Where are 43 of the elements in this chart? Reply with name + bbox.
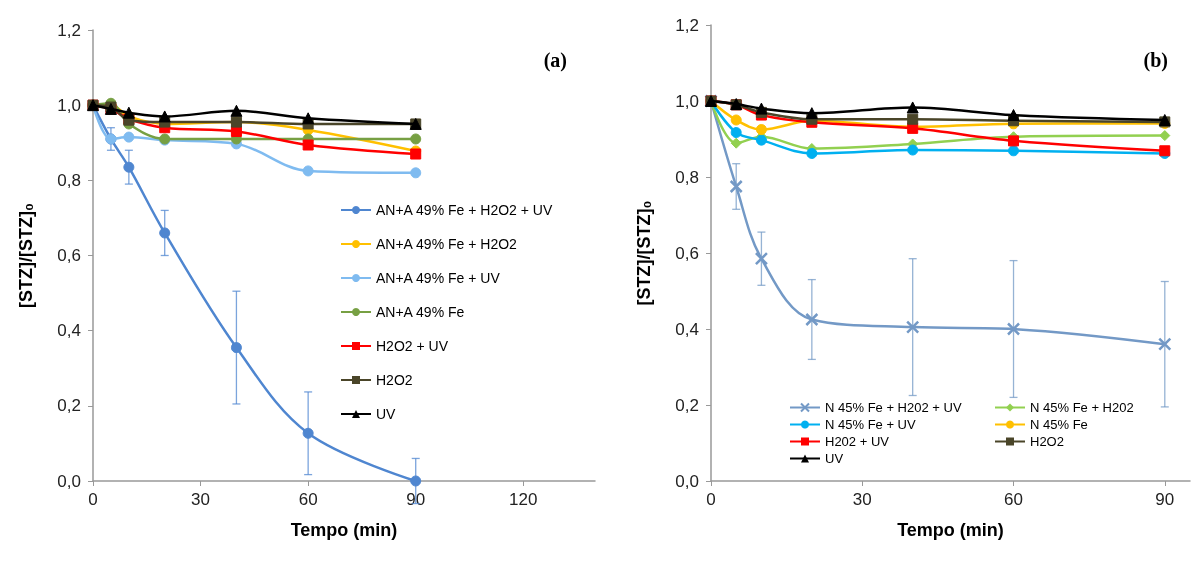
legend-label: H2O2 + UV bbox=[376, 338, 449, 354]
x-tick-label: 90 bbox=[1155, 490, 1175, 509]
y-tick-label: 0,2 bbox=[675, 395, 699, 415]
y-tick-label: 0,0 bbox=[57, 471, 81, 491]
legend-label: AN+A 49% Fe bbox=[376, 304, 465, 320]
y-axis-title: [STZ]/[STZ]₀ bbox=[16, 202, 36, 309]
legend-label: AN+A 49% Fe + H2O2 bbox=[376, 236, 518, 252]
text: (a) bbox=[543, 49, 568, 72]
legend-label: N 45% Fe + H202 bbox=[1030, 400, 1134, 415]
x-tick-label: 60 bbox=[298, 490, 318, 509]
y-tick-label: 1,2 bbox=[57, 20, 81, 40]
y-axis-title: [STZ]/[STZ]₀ bbox=[634, 200, 654, 306]
y-tick-label: 0,4 bbox=[675, 319, 699, 339]
x-tick-label: 30 bbox=[191, 490, 211, 509]
legend-label: H2O2 bbox=[1030, 434, 1064, 449]
x-tick-label: 0 bbox=[88, 490, 98, 509]
y-tick-label: 1,0 bbox=[675, 91, 699, 111]
y-tick-label: 0,6 bbox=[675, 243, 699, 263]
y-tick-label: 0,2 bbox=[57, 396, 81, 416]
x-tick-label: 90 bbox=[406, 490, 426, 509]
x-axis-title: Tempo (min) bbox=[897, 520, 1004, 540]
legend-label: UV bbox=[376, 406, 397, 422]
x-tick-label: 120 bbox=[509, 490, 538, 509]
y-tick-label: 1,2 bbox=[675, 15, 699, 35]
legend-label: N 45% Fe bbox=[1030, 417, 1088, 432]
legend-label: AN+A 49% Fe + UV bbox=[376, 270, 501, 286]
x-tick-label: 0 bbox=[706, 490, 716, 509]
y-tick-label: 1,0 bbox=[57, 95, 81, 115]
legend-label: H202 + UV bbox=[825, 434, 890, 449]
legend-label: N 45% Fe + H202 + UV bbox=[825, 400, 962, 415]
legend-label: AN+A 49% Fe + H2O2 + UV bbox=[376, 202, 553, 218]
y-tick-label: 0,0 bbox=[675, 471, 699, 491]
x-axis-title: Tempo (min) bbox=[290, 520, 398, 540]
y-tick-label: 0,8 bbox=[57, 170, 81, 190]
legend-label: UV bbox=[825, 451, 844, 466]
y-tick-label: 0,8 bbox=[675, 167, 699, 187]
x-tick-label: 30 bbox=[852, 490, 872, 509]
text: (b) bbox=[1143, 49, 1169, 72]
y-tick-label: 0,6 bbox=[57, 246, 81, 265]
legend-label: H2O2 bbox=[376, 372, 413, 388]
x-tick-label: 60 bbox=[1004, 490, 1023, 509]
legend-label: N 45% Fe + UV bbox=[825, 417, 917, 432]
y-tick-label: 0,4 bbox=[57, 321, 81, 341]
